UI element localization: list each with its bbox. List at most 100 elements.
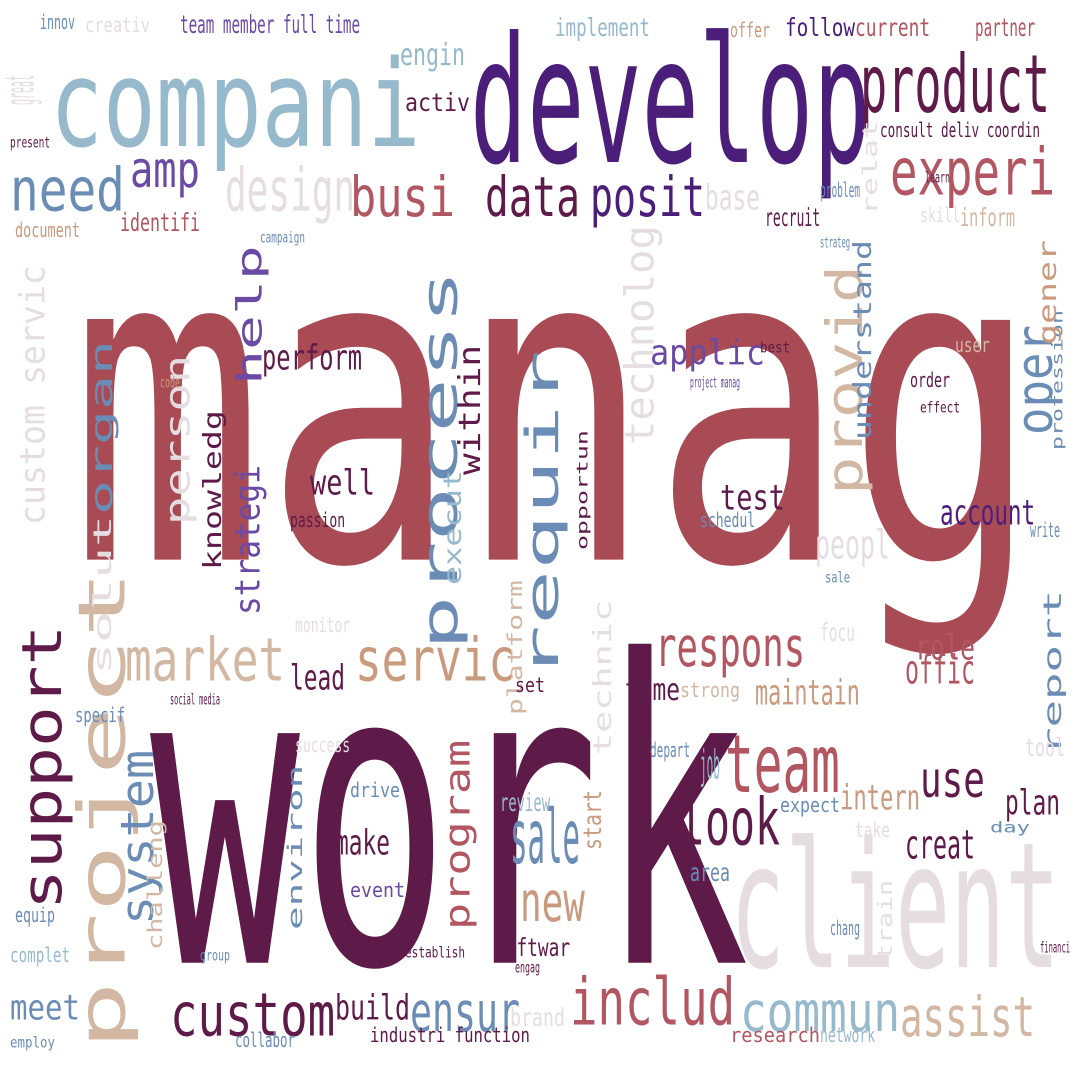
cloud-word-great: great [0,74,44,105]
cloud-word-strateg: strateg [820,233,851,252]
cloud-word-applic: applic [650,331,766,373]
cloud-word-code: code [160,373,180,392]
cloud-word-data: data [485,165,580,230]
cloud-word-well: well [310,461,375,503]
cloud-word-inform: inform [960,202,1016,232]
cloud-word-product: product [860,37,1051,132]
cloud-word-account: account [940,491,1036,533]
cloud-word-lead: lead [290,656,345,698]
cloud-word-financi: financi [1040,938,1071,957]
cloud-word-relat: relat [858,119,882,215]
cloud-word-collabor: collabor [235,1028,295,1052]
cloud-word-day: day [990,818,1030,837]
cloud-word-report: report [1037,589,1067,755]
cloud-word-look: look [680,784,780,861]
cloud-word-challeng: challeng [143,820,167,950]
cloud-word-assist: assist [900,985,1036,1050]
cloud-word-event: event [350,878,406,902]
cloud-word-solut: solut [87,514,117,675]
cloud-word-group: group [200,946,231,965]
cloud-word-technic: technic [587,599,617,755]
cloud-word-schedul: schedul [700,508,756,532]
cloud-word-strong: strong [680,678,741,702]
cloud-word-team: team [725,717,840,812]
cloud-word-sale: sale [510,793,580,881]
cloud-word-specif: specif [75,703,126,727]
cloud-word-campaign: campaign [260,228,305,247]
cloud-word-compani: compani [50,34,421,175]
cloud-word-environ: environ [283,764,307,930]
cloud-word-follow: follow [785,12,856,42]
cloud-word-within: within [452,344,488,475]
cloud-word-custom: custom [170,979,336,1050]
cloud-word-understand: understand [847,239,877,440]
cloud-word-network: network [820,1023,876,1047]
cloud-word-train: train [873,879,897,960]
cloud-word-gener: gener [1032,239,1062,345]
cloud-word-perform: perform [262,336,363,378]
cloud-word-meet: meet [10,986,80,1028]
cloud-word-custom-servic: custom servic [11,265,53,525]
cloud-word-effect: effect [920,398,961,417]
cloud-word-industri-function: industri function [370,1023,530,1047]
cloud-word-use: use [920,750,985,809]
cloud-word-develop: develop [470,0,871,204]
cloud-word-base: base [705,176,760,218]
cloud-word-depart: depart [650,738,691,762]
cloud-word-need: need [10,154,125,225]
cloud-word-busi: busi [350,165,455,230]
cloud-word-social-media: social media [170,690,221,709]
cloud-word-requir: requir [515,349,569,680]
cloud-word-creat: creat [905,821,976,869]
cloud-word-opportun: opportun [573,430,592,550]
cloud-word-client: client [730,804,1061,1009]
cloud-word-posit: posit [590,165,706,230]
cloud-word-take: take [855,818,890,842]
cloud-word-complet: complet [10,943,71,967]
cloud-word-partner: partner [975,12,1036,42]
cloud-word-offer: offer [730,18,771,42]
cloud-word-expect: expect [780,793,841,817]
cloud-word-research: research [730,1023,820,1047]
cloud-word-strategi: strategi [226,465,268,615]
cloud-word-order: order [910,368,951,392]
cloud-word-ensur: ensur [410,980,521,1045]
cloud-word-manag: manag [70,150,1041,666]
cloud-word-focu: focu [820,617,855,647]
cloud-word-learn: learn [925,168,951,187]
cloud-word-role: role [915,626,975,668]
cloud-word-design: design [225,154,356,225]
cloud-word-knowledg: knowledg [197,410,227,570]
cloud-word-intern: intern [840,776,921,818]
cloud-word-market: market [125,624,286,695]
cloud-word-organ: organ [84,339,120,515]
cloud-word-present: present [10,133,51,152]
cloud-word-program: program [436,739,478,930]
cloud-word-job: job [700,741,720,789]
cloud-word-activ: activ [405,87,471,117]
cloud-word-creativ: creativ [85,13,151,37]
cloud-word-offic: offic [905,646,976,694]
cloud-word-innov: innov [40,10,76,34]
cloud-word-review: review [500,787,551,817]
cloud-word-identifi: identifi [120,207,200,237]
cloud-word-team-member-full-time: team member full time [180,9,361,39]
cloud-word-support: support [10,624,75,910]
cloud-word-user: user [955,333,990,357]
cloud-word-monitor: monitor [295,613,351,637]
cloud-word-best: best [760,338,790,357]
cloud-word-test: test [720,476,785,518]
cloud-word-sale-132: sale [825,568,850,587]
cloud-word-amp: amp [130,140,200,199]
cloud-word-maintain: maintain [755,671,860,713]
cloud-word-commun: commun [740,980,901,1045]
cloud-word-engin: engin [400,37,466,73]
cloud-word-make: make [335,821,390,863]
cloud-word-execut: execut [437,469,467,585]
cloud-word-build: build [335,986,411,1028]
cloud-word-peopl: peopl [815,521,891,569]
cloud-word-time: time [625,672,680,708]
cloud-word-employ: employ [10,1033,56,1052]
cloud-word-respons: respons [655,615,806,680]
cloud-word-consult-deliv-coordin: consult deliv coordin [880,118,1041,142]
